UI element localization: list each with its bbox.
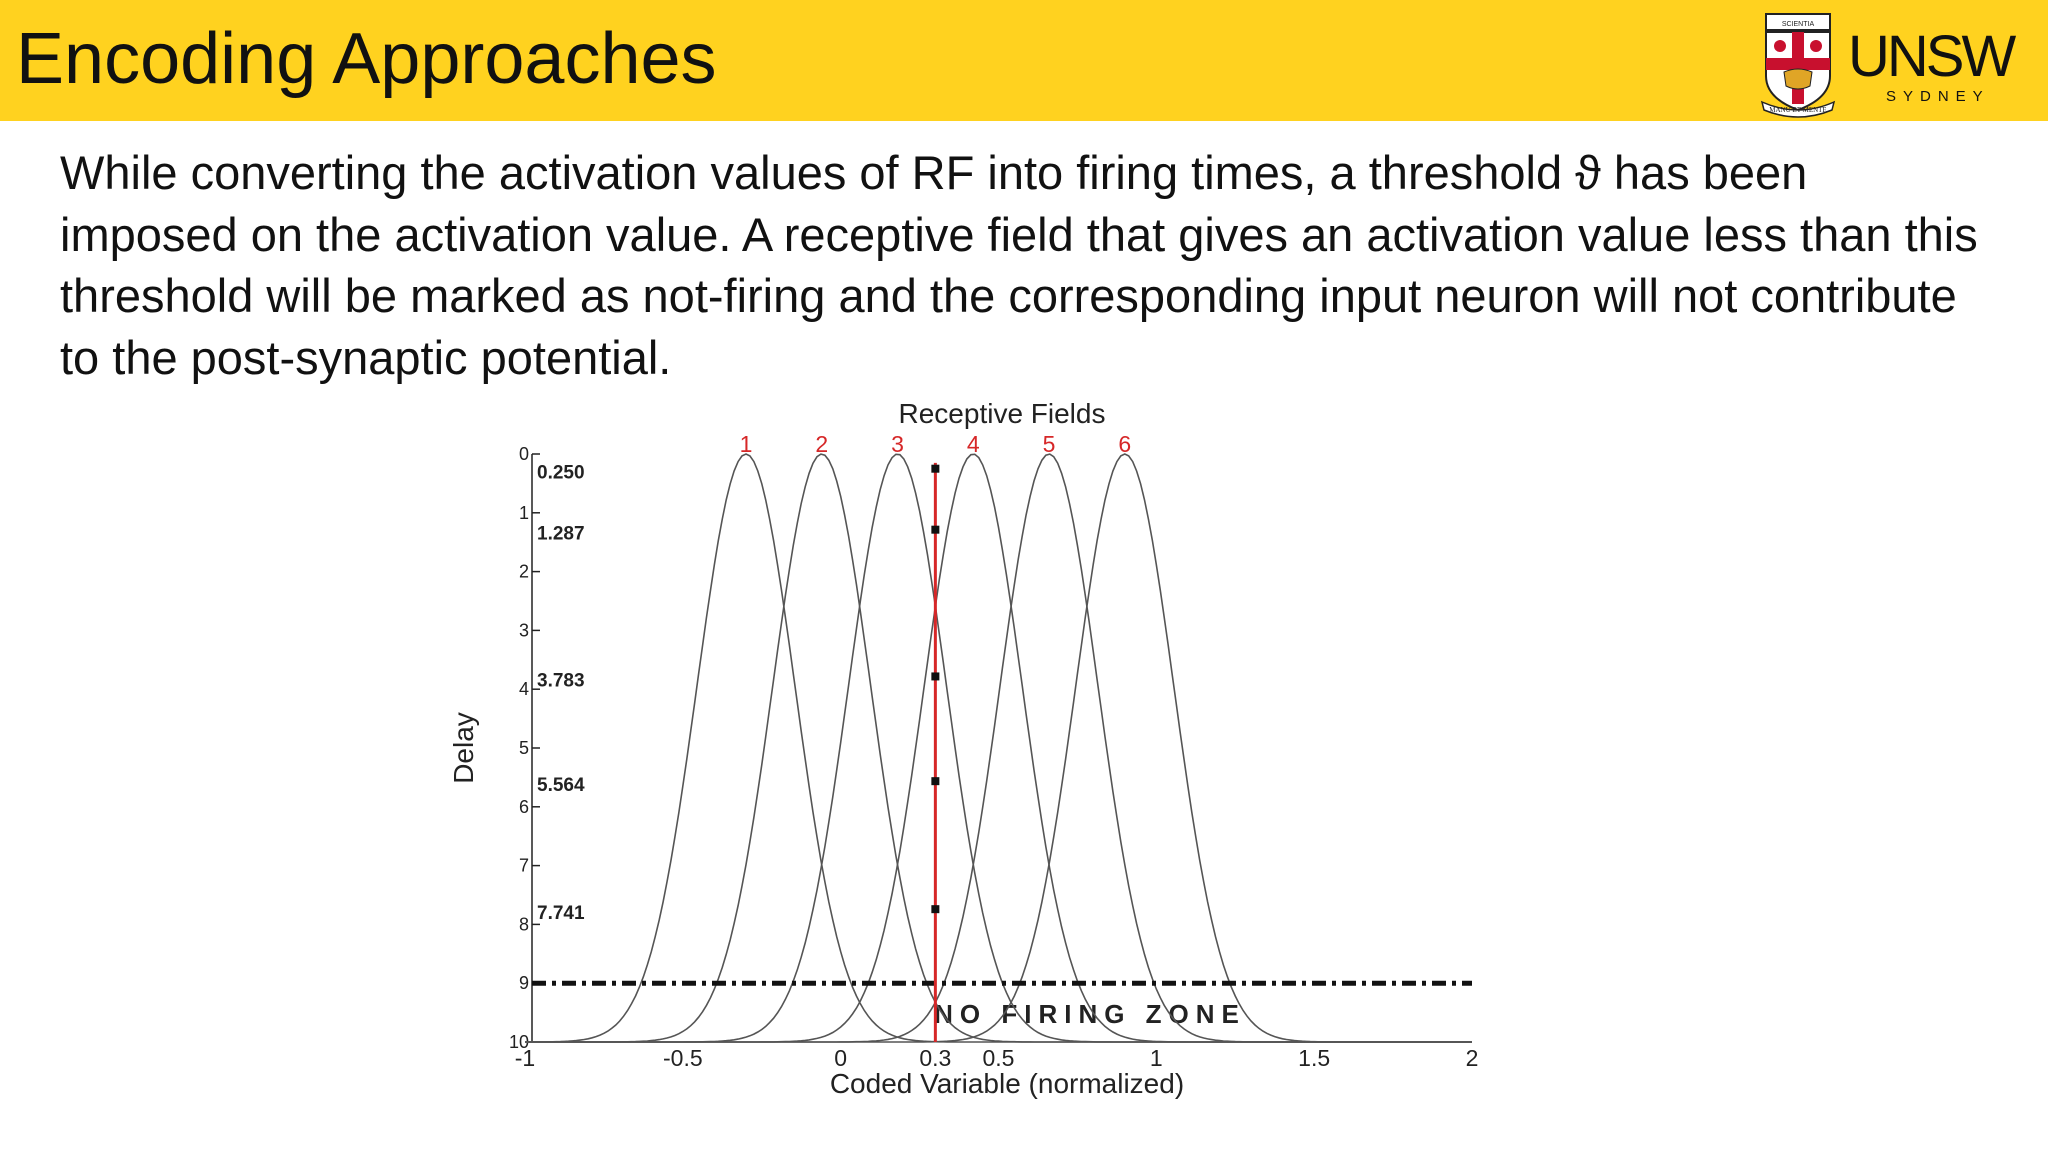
sydney-wordmark: SYDNEY bbox=[1886, 88, 1990, 105]
y-tick-label: 6 bbox=[519, 797, 529, 817]
y-tick-label: 7 bbox=[519, 856, 529, 876]
receptive-field-curve bbox=[525, 453, 1472, 1043]
delay-marker bbox=[931, 905, 940, 914]
y-tick-label: 4 bbox=[519, 679, 529, 699]
y-tick-label: 9 bbox=[519, 973, 529, 993]
delay-label: 3.783 bbox=[537, 670, 585, 691]
delay-label: 7.741 bbox=[537, 903, 585, 924]
x-tick-label: -0.5 bbox=[663, 1045, 703, 1071]
x-tick-label: 1.5 bbox=[1298, 1045, 1330, 1071]
receptive-field-label: 3 bbox=[891, 431, 904, 457]
delay-marker bbox=[931, 525, 940, 534]
receptive-field-label: 2 bbox=[815, 431, 828, 457]
x-tick-label: -1 bbox=[515, 1045, 535, 1071]
delay-label: 0.250 bbox=[537, 463, 585, 484]
delay-label: 1.287 bbox=[537, 524, 585, 545]
y-tick-label: 10 bbox=[509, 1032, 529, 1052]
no-firing-zone-label: NO FIRING ZONE bbox=[934, 999, 1246, 1029]
unsw-logo: SCIENTIA MANU ET MENTE UNSW SYDNEY bbox=[1760, 13, 2019, 118]
x-tick-label: 0.3 bbox=[919, 1045, 951, 1071]
delay-marker bbox=[931, 777, 940, 786]
delay-label: 5.564 bbox=[537, 775, 585, 796]
receptive-field-label: 4 bbox=[967, 431, 980, 457]
y-tick-label: 3 bbox=[519, 620, 529, 640]
receptive-field-curve bbox=[525, 453, 1472, 1043]
y-axis-label: Delay bbox=[448, 712, 479, 784]
crest-motto: MANU ET MENTE bbox=[1769, 106, 1826, 114]
x-tick-label: 1 bbox=[1150, 1045, 1163, 1071]
slide-title: Encoding Approaches bbox=[16, 19, 717, 99]
y-tick-label: 8 bbox=[519, 914, 529, 934]
x-tick-label: 0 bbox=[834, 1045, 847, 1071]
x-tick-label: 2 bbox=[1466, 1045, 1479, 1071]
receptive-field-label: 6 bbox=[1118, 431, 1131, 457]
y-tick-label: 0 bbox=[519, 444, 529, 464]
y-tick-label: 1 bbox=[519, 503, 529, 523]
x-tick-label: 0.5 bbox=[983, 1045, 1015, 1071]
receptive-field-curve bbox=[525, 453, 1472, 1043]
unsw-wordmark: UNSW bbox=[1848, 24, 2016, 89]
body-paragraph: While converting the activation values o… bbox=[60, 146, 1978, 384]
receptive-field-curve bbox=[525, 453, 1472, 1043]
receptive-field-label: 5 bbox=[1043, 431, 1056, 457]
y-tick-label: 2 bbox=[519, 562, 529, 582]
delay-marker bbox=[931, 672, 940, 681]
y-tick-label: 5 bbox=[519, 738, 529, 758]
receptive-field-label: 1 bbox=[740, 431, 753, 457]
chart-plot-area: 0 1 2 3 4 5 6 7 8 9 10-1 -0.5 0 0.3 0.5 1 1.5 2 1 2 3 4 5 6 0.25… bbox=[509, 431, 1478, 1071]
receptive-field-curve bbox=[525, 453, 1472, 1043]
receptive-fields-chart: Receptive Fields Coded Variable (normali… bbox=[448, 398, 1478, 1099]
delay-marker bbox=[931, 464, 940, 473]
crest-icon: SCIENTIA MANU ET MENTE bbox=[1760, 13, 1836, 118]
x-axis-label: Coded Variable (normalized) bbox=[830, 1068, 1184, 1099]
crest-banner: SCIENTIA bbox=[1782, 21, 1815, 28]
receptive-field-curve bbox=[525, 453, 1472, 1043]
slide-header: Encoding Approaches SCIENTIA MANU ET MEN… bbox=[0, 0, 2048, 121]
chart-title: Receptive Fields bbox=[899, 398, 1106, 429]
